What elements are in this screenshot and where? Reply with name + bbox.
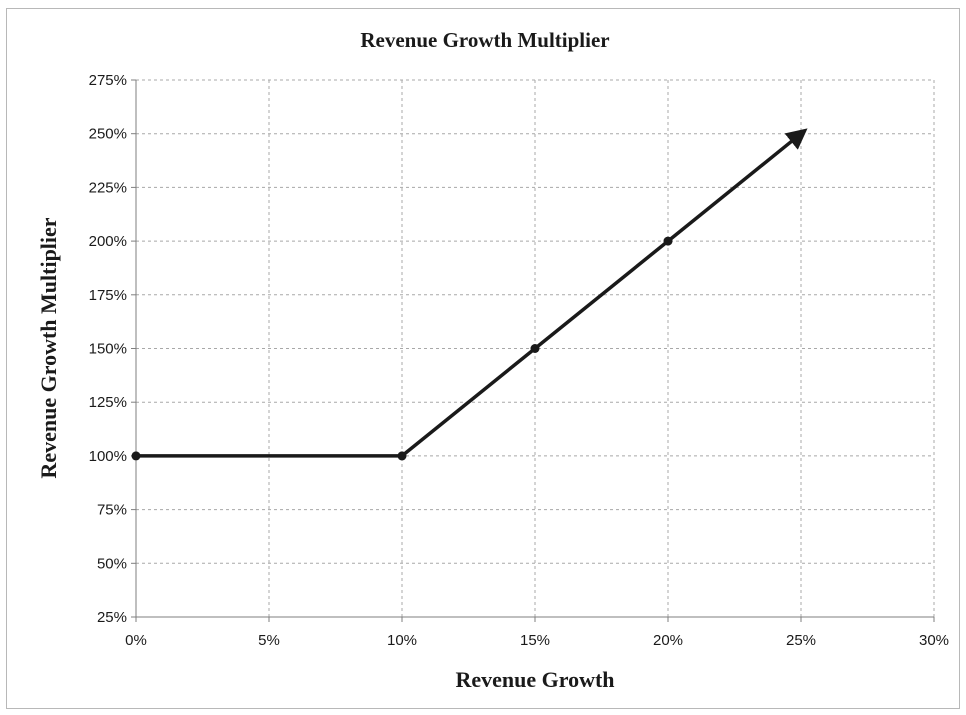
data-point [530, 344, 540, 353]
x-tick-label: 20% [653, 632, 683, 649]
x-tick-label: 10% [387, 632, 417, 649]
y-tick-label: 250% [89, 126, 127, 143]
y-tick-label: 50% [97, 555, 127, 572]
chart-title: Revenue Growth Multiplier [360, 28, 609, 52]
series-arrow [666, 128, 808, 243]
grid-layer [136, 79, 935, 617]
x-axis-title: Revenue Growth [455, 667, 614, 692]
x-tick-label: 15% [520, 632, 550, 649]
y-tick-label: 175% [89, 287, 127, 304]
y-tick-label: 100% [89, 448, 127, 465]
axis-layer: 25% 50% 75% 100% 125% 150% 175% 200% 225% 250% 275… [89, 72, 949, 649]
y-tick-label: 25% [97, 609, 127, 626]
x-tick-label: 25% [786, 632, 816, 649]
y-axis-title: Revenue Growth Multiplier [36, 217, 61, 478]
y-tick-label: 75% [97, 502, 127, 519]
y-tick-label: 275% [89, 72, 127, 89]
data-point [131, 451, 141, 461]
y-tick-label: 200% [89, 233, 127, 250]
x-tick-label: 0% [125, 632, 147, 649]
series-line-segment [533, 239, 670, 351]
y-tick-label: 125% [89, 394, 127, 411]
y-tick-label: 225% [89, 179, 127, 196]
x-tick-label: 30% [919, 632, 949, 649]
series-line-segment [400, 346, 537, 458]
series-layer [131, 128, 808, 461]
x-tick-label: 5% [258, 632, 280, 649]
data-point [663, 236, 673, 246]
y-tick-label: 150% [89, 341, 127, 358]
data-point [397, 451, 407, 461]
